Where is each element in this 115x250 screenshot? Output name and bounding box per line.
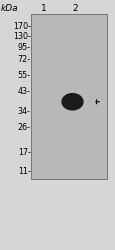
Text: 170-: 170- xyxy=(13,22,30,31)
Ellipse shape xyxy=(62,94,82,110)
Text: 95-: 95- xyxy=(17,43,30,52)
FancyBboxPatch shape xyxy=(31,14,106,179)
Text: 130-: 130- xyxy=(13,32,30,41)
Text: 11-: 11- xyxy=(18,167,30,176)
Text: 72-: 72- xyxy=(17,56,30,64)
Text: 43-: 43- xyxy=(18,87,30,96)
Text: 26-: 26- xyxy=(18,123,30,132)
Text: kDa: kDa xyxy=(1,4,19,13)
Text: 55-: 55- xyxy=(17,70,30,80)
Text: 17-: 17- xyxy=(18,148,30,157)
Text: 34-: 34- xyxy=(18,107,30,116)
Text: 2: 2 xyxy=(72,4,78,13)
Text: 1: 1 xyxy=(41,4,47,13)
